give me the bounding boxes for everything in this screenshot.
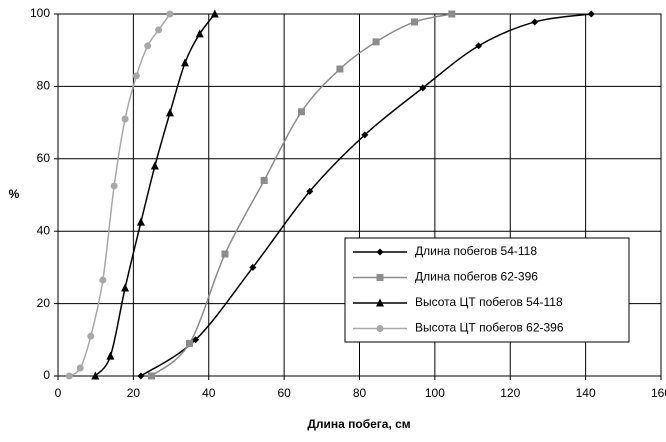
marker bbox=[150, 161, 159, 170]
marker bbox=[181, 58, 190, 67]
marker bbox=[121, 283, 130, 292]
marker bbox=[448, 10, 456, 18]
y-tick-label: 60 bbox=[37, 151, 51, 165]
marker bbox=[136, 217, 145, 226]
marker bbox=[376, 274, 384, 281]
marker bbox=[147, 372, 155, 380]
marker bbox=[372, 38, 380, 46]
marker bbox=[210, 9, 219, 18]
x-tick-label: 160 bbox=[651, 386, 666, 400]
legend-label: Высота ЦТ побегов 54-118 bbox=[415, 295, 563, 309]
series-line bbox=[68, 13, 171, 377]
y-tick-label: 100 bbox=[30, 6, 50, 20]
marker bbox=[87, 332, 95, 340]
marker bbox=[376, 298, 384, 307]
marker bbox=[91, 371, 100, 380]
legend-label: Длина побегов 54-118 bbox=[415, 244, 537, 258]
marker bbox=[110, 182, 118, 190]
marker bbox=[76, 364, 84, 372]
x-tick-label: 100 bbox=[425, 386, 445, 400]
marker bbox=[121, 115, 129, 123]
marker bbox=[132, 72, 140, 80]
marker bbox=[166, 10, 174, 18]
marker bbox=[297, 108, 305, 116]
x-axis-label: Длина побега, см bbox=[307, 417, 410, 431]
marker bbox=[221, 250, 229, 258]
marker bbox=[306, 187, 314, 195]
x-tick-label: 20 bbox=[127, 386, 141, 400]
x-tick-label: 80 bbox=[353, 386, 367, 400]
marker bbox=[587, 10, 595, 18]
marker bbox=[336, 65, 344, 73]
legend-label: Высота ЦТ побегов 62-396 bbox=[415, 321, 564, 335]
x-tick-label: 140 bbox=[576, 386, 596, 400]
marker bbox=[411, 18, 419, 26]
marker bbox=[376, 325, 384, 332]
marker bbox=[186, 339, 194, 347]
x-tick-label: 0 bbox=[55, 386, 62, 400]
y-tick-label: 0 bbox=[43, 368, 50, 382]
series-line bbox=[140, 13, 592, 377]
y-tick-label: 40 bbox=[37, 223, 51, 237]
marker bbox=[419, 84, 427, 92]
y-tick-label: 80 bbox=[37, 79, 51, 93]
marker bbox=[531, 18, 539, 26]
legend-box bbox=[344, 237, 630, 343]
marker bbox=[155, 26, 163, 34]
marker bbox=[99, 276, 107, 284]
marker bbox=[260, 177, 268, 185]
marker bbox=[376, 248, 384, 256]
marker bbox=[165, 108, 174, 117]
legend-label: Длина побегов 62-396 bbox=[415, 270, 538, 284]
marker bbox=[249, 263, 257, 271]
marker bbox=[192, 336, 200, 344]
marker bbox=[65, 372, 73, 380]
marker bbox=[195, 29, 204, 38]
x-tick-label: 60 bbox=[277, 386, 291, 400]
marker bbox=[106, 351, 115, 360]
series-line bbox=[150, 13, 452, 377]
x-tick-label: 120 bbox=[500, 386, 520, 400]
marker bbox=[137, 372, 145, 380]
marker bbox=[361, 131, 369, 139]
marker bbox=[144, 42, 152, 50]
y-tick-label: 20 bbox=[37, 296, 51, 310]
x-tick-label: 40 bbox=[202, 386, 216, 400]
marker bbox=[475, 42, 483, 50]
y-axis-label: % bbox=[9, 187, 20, 201]
